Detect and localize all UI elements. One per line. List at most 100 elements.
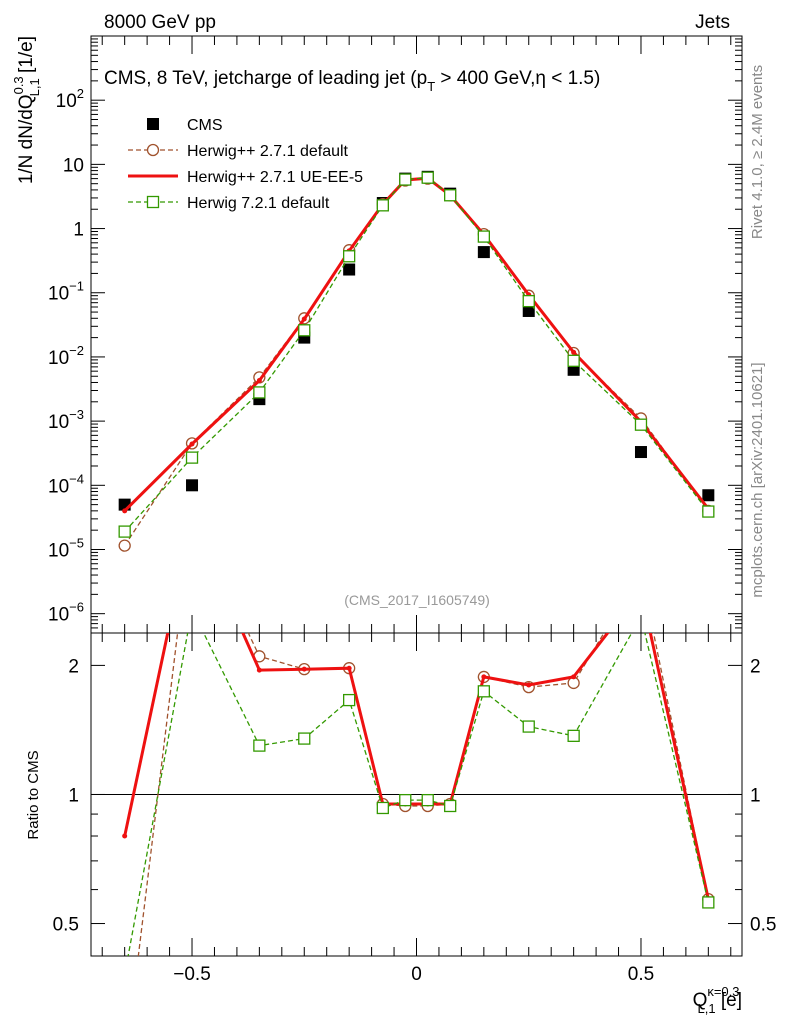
herwig-7-2-1-default-marker — [399, 173, 412, 186]
main-y-tick-label: 10−6 — [48, 600, 84, 626]
main-series-group — [118, 170, 715, 552]
herwig-7-2-1-default-marker — [444, 799, 457, 813]
ratio-y-tick-label-right: 2 — [750, 656, 761, 677]
main-y-axis-label: 1/N dN/dQ0.3L,1 [1/e] — [11, 36, 42, 184]
herwig-7-2-1-default-marker — [444, 189, 457, 202]
x-tick-label: 0.5 — [628, 964, 654, 985]
herwig-7-2-1-default-marker — [702, 896, 715, 909]
cms-data-point — [343, 263, 356, 276]
cms-data-point — [634, 446, 647, 459]
ratio-y-axis: 0.5 0.5 1 1 2 2 — [53, 656, 777, 935]
herwig-2-7-1-ue-ee-5-marker — [301, 316, 307, 322]
herwig-7-2-1-default-marker — [522, 294, 535, 308]
mcplots-label: mcplots.cern.ch [arXiv:2401.10621] — [749, 362, 766, 597]
main-y-tick-label: 10−2 — [48, 343, 84, 369]
legend-label-herwig-7-2-1-default: Herwig 7.2.1 default — [187, 195, 330, 212]
herwig-2-7-1-ue-ee-5-marker — [256, 377, 262, 383]
x-axis: −0.5 0 0.5 — [101, 36, 732, 985]
process-label: Jets — [695, 12, 730, 33]
herwig-7-2-1-default-line — [127, 633, 709, 956]
main-y-tick-label: 10−1 — [48, 279, 84, 305]
main-y-tick-label: 10−4 — [48, 471, 84, 497]
main-y-tick-label: 1 — [73, 220, 84, 241]
x-tick-label: 0 — [411, 964, 422, 985]
herwig-7-2-1-default-marker — [421, 171, 434, 184]
herwig-2-7-1-default-marker — [118, 539, 131, 552]
herwig-2-7-1-ue-ee-5-marker — [481, 674, 487, 680]
ratio-y-tick-label-left: 0.5 — [53, 915, 79, 936]
chart-title: CMS, 8 TeV, jetcharge of leading jet (pT… — [104, 68, 600, 94]
main-y-tick-label: 10−5 — [48, 535, 84, 561]
herwig-2-7-1-default-line — [137, 633, 709, 956]
herwig-2-7-1-ue-ee-5-marker — [571, 674, 577, 680]
herwig-7-2-1-default-marker — [567, 729, 580, 742]
herwig-2-7-1-default-marker — [187, 509, 198, 520]
herwig-2-7-1-default-marker — [635, 567, 646, 578]
x-tick-label: −0.5 — [173, 964, 211, 985]
cms-data-point — [186, 479, 199, 492]
herwig-2-7-1-ue-ee-5-marker — [122, 833, 128, 839]
herwig-7-2-1-default-marker — [376, 801, 389, 815]
legend-label-herwig-2-7-1-ue-ee-5: Herwig++ 2.7.1 UE-EE-5 — [187, 169, 363, 186]
herwig-7-2-1-default-marker — [253, 386, 266, 399]
legend-label-herwig-2-7-1-default: Herwig++ 2.7.1 default — [187, 143, 349, 160]
ratio-y-tick-label-left: 2 — [68, 656, 79, 677]
main-clip-group — [118, 170, 715, 552]
energy-label: 8000 GeV pp — [104, 12, 216, 33]
analysis-watermark: (CMS_2017_I1605749) — [344, 592, 490, 608]
herwig-2-7-1-ue-ee-5-marker — [190, 516, 195, 521]
herwig-7-2-1-default-marker — [399, 793, 412, 807]
cms-data-point — [253, 393, 266, 406]
herwig-7-2-1-default-marker — [343, 693, 356, 707]
herwig-2-7-1-ue-ee-5-line — [123, 633, 710, 900]
legend-marker-cms — [147, 118, 159, 130]
herwig-2-7-1-ue-ee-5-marker — [301, 666, 307, 672]
rivet-version-label: Rivet 4.1.0, ≥ 2.4M events — [749, 65, 766, 239]
herwig-7-2-1-default-marker — [634, 418, 648, 431]
herwig-7-2-1-default-marker — [298, 324, 311, 337]
herwig-2-7-1-ue-ee-5-marker — [346, 665, 352, 671]
herwig-7-2-1-default-marker — [343, 250, 356, 263]
main-y-tick-label: 10−3 — [48, 407, 84, 433]
legend-marker-herwig-2-7-1-default — [146, 143, 160, 157]
main-y-tick-label: 102 — [56, 86, 84, 112]
main-y-tick-label: 10 — [63, 155, 84, 176]
herwig-7-2-1-default-line — [124, 177, 709, 533]
herwig-2-7-1-default-line — [124, 177, 709, 546]
herwig-7-2-1-default-marker — [421, 793, 434, 807]
herwig-2-7-1-ue-ee-5-marker — [122, 508, 128, 514]
herwig-7-2-1-default-marker — [118, 525, 131, 538]
herwig-7-2-1-default-marker — [185, 451, 199, 464]
x-axis-label: Qκ=0.3 L,1 [e] — [693, 984, 742, 1016]
herwig-7-2-1-default-marker — [253, 739, 266, 752]
herwig-7-2-1-default-marker — [298, 732, 311, 745]
herwig-7-2-1-default-marker — [522, 720, 535, 733]
ratio-clip-group — [119, 509, 715, 980]
main-y-axis: 10−6 10−5 10−4 10−3 10−2 10−1 1 10 102 — [48, 38, 742, 634]
herwig-7-2-1-default-marker — [477, 685, 490, 698]
ratio-series-group — [119, 509, 715, 980]
herwig-7-2-1-default-marker — [702, 505, 715, 518]
legend: CMS Herwig++ 2.7.1 default Herwig++ 2.7.1 … — [128, 117, 363, 212]
herwig-2-7-1-ue-ee-5-marker — [638, 587, 643, 592]
herwig-7-2-1-default-marker — [119, 969, 130, 980]
ratio-y-axis-label: Ratio to CMS — [25, 750, 42, 839]
herwig-2-7-1-ue-ee-5-marker — [571, 349, 577, 355]
cms-data-point — [702, 489, 715, 502]
legend-label-cms: CMS — [187, 117, 223, 134]
herwig-2-7-1-ue-ee-5-marker — [256, 667, 262, 673]
herwig-2-7-1-ue-ee-5-marker — [189, 441, 195, 447]
ratio-y-tick-label-left: 1 — [68, 785, 79, 806]
herwig-7-2-1-default-marker — [567, 354, 580, 367]
herwig-7-2-1-default-marker — [187, 604, 198, 615]
herwig-2-7-1-ue-ee-5-line — [123, 176, 710, 512]
legend-marker-herwig-7-2-1-default — [146, 195, 160, 209]
herwig-2-7-1-ue-ee-5-marker — [526, 682, 532, 688]
herwig-7-2-1-default-marker — [477, 230, 490, 243]
cms-data-point — [522, 304, 535, 317]
cms-data-point — [477, 246, 490, 259]
ratio-y-tick-label-right: 0.5 — [750, 915, 776, 936]
ratio-y-tick-label-right: 1 — [750, 785, 761, 806]
herwig-7-2-1-default-marker — [376, 199, 389, 212]
